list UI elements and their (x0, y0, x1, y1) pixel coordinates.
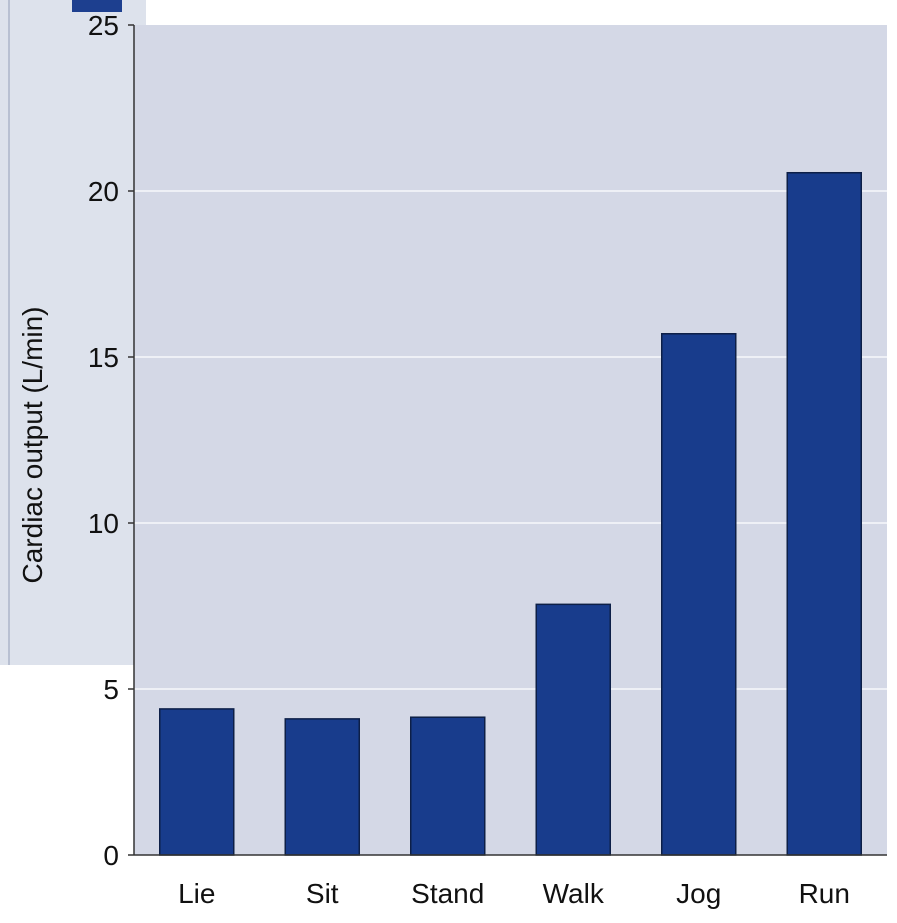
x-tick-label-walk: Walk (543, 878, 605, 909)
x-ticks: Lie Sit Stand Walk Jog Run (178, 878, 850, 909)
bar-run (786, 171, 862, 856)
y-tick-label-5: 5 (103, 674, 119, 705)
y-tick-label-25: 25 (88, 10, 119, 41)
x-tick-label-sit: Sit (306, 878, 339, 909)
x-tick-label-jog: Jog (676, 878, 721, 909)
gridlines (134, 190, 887, 690)
background-panel-border (8, 0, 10, 665)
background-panel (0, 0, 146, 665)
bars (159, 171, 862, 856)
background-slide-decoration (0, 0, 146, 665)
bar-sit (284, 718, 360, 856)
background-blue-block (72, 0, 122, 12)
y-tick-label-0: 0 (103, 840, 119, 871)
x-tick-label-run: Run (799, 878, 850, 909)
y-axis-title: Cardiac output (L/min) (17, 306, 48, 583)
y-tick-label-20: 20 (88, 176, 119, 207)
bar-jog (661, 333, 737, 856)
y-tick-label-15: 15 (88, 342, 119, 373)
plot-area (134, 25, 887, 855)
bar-walk (535, 603, 611, 856)
y-ticks: 0 5 10 15 20 25 (88, 10, 134, 871)
bar-lie (159, 708, 235, 856)
x-tick-label-stand: Stand (411, 878, 484, 909)
y-tick-label-10: 10 (88, 508, 119, 539)
x-tick-label-lie: Lie (178, 878, 215, 909)
bar-stand (410, 716, 486, 856)
